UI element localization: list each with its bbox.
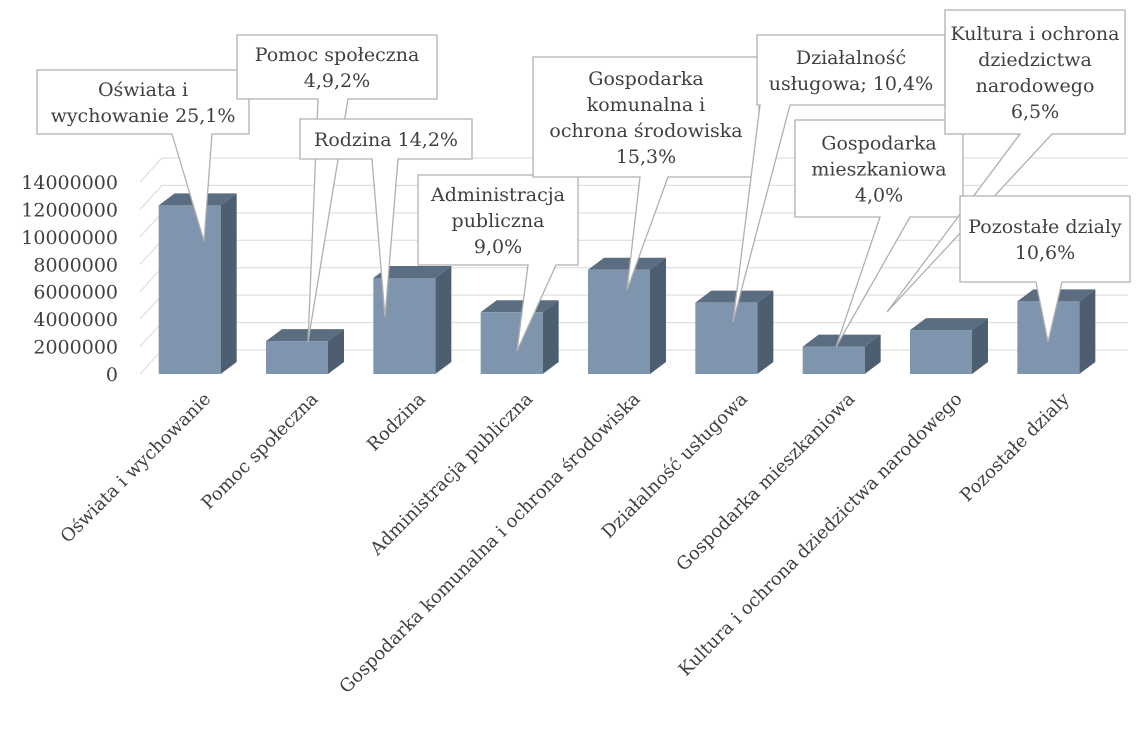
category-label: Oświata i wychowanie — [57, 389, 216, 548]
bar-front — [588, 270, 650, 374]
callout-text: narodowego — [976, 75, 1095, 97]
bar-front — [910, 330, 972, 374]
bar-side — [543, 300, 559, 374]
y-tick-label: 12000000 — [21, 199, 118, 221]
callout-text: Gospodarka — [821, 133, 936, 155]
data-callout: Gospodarka mieszkaniowa 4,0% — [795, 120, 963, 347]
bar-front — [803, 347, 865, 374]
callout-text: Administracja — [430, 184, 565, 206]
callout-text: mieszkaniowa — [811, 159, 946, 181]
callout-text: ochrona środowiska — [549, 120, 742, 142]
bar-front — [481, 312, 543, 374]
callout-text: Kultura i ochrona — [951, 23, 1120, 45]
y-tick-label: 4000000 — [33, 309, 118, 331]
y-tick-label: 6000000 — [33, 282, 118, 304]
y-tick-label: 10000000 — [21, 227, 118, 249]
callout-text: wychowanie 25,1% — [51, 105, 236, 127]
y-tick-label: 0 — [106, 364, 118, 386]
bar-side — [757, 291, 773, 374]
callout-text: Pomoc społeczna — [255, 44, 420, 66]
bar-side — [221, 193, 237, 374]
y-axis-ticks: 0 2000000 4000000 6000000 8000000 10000000 120… — [21, 172, 118, 386]
callout-text: Rodzina 14,2% — [314, 129, 458, 151]
bar-front — [159, 205, 221, 374]
bar-front — [695, 303, 757, 374]
bar — [588, 258, 666, 374]
callout-text: 4,9,2% — [304, 70, 370, 92]
y-tick-label: 8000000 — [33, 254, 118, 276]
callout-text: Pozostałe dzialy — [968, 216, 1122, 238]
callout-text: 6,5% — [1011, 101, 1059, 123]
callout-text: komunalna i — [587, 94, 706, 116]
category-label: Gospodarka mieszkaniowa — [672, 389, 859, 576]
callout-text: usługowa; 10,4% — [769, 73, 933, 95]
callout-text: Działalność — [796, 47, 906, 69]
bar-side — [1079, 289, 1095, 374]
callout-text: publiczna — [452, 210, 545, 232]
bar-side — [650, 258, 666, 374]
bar — [266, 329, 344, 374]
y-tick-label: 2000000 — [33, 337, 118, 359]
bar — [695, 291, 773, 374]
callout-text: dziedzictwa — [978, 49, 1092, 71]
bar-side — [435, 266, 451, 374]
callout-text: 9,0% — [474, 236, 522, 258]
category-label: Pomoc społeczna — [197, 389, 322, 514]
category-label: Pozostałe dzialy — [956, 388, 1074, 506]
callout-text: Gospodarka — [588, 68, 703, 90]
callout-text: 10,6% — [1015, 242, 1075, 264]
y-tick-label: 14000000 — [21, 172, 118, 194]
bar-front — [266, 341, 328, 374]
callout-text: Oświata i — [98, 79, 188, 101]
callout-text: 4,0% — [855, 185, 903, 207]
bar — [910, 318, 988, 374]
bar — [803, 335, 881, 374]
category-label: Rodzina — [363, 389, 430, 456]
callout-text: 15,3% — [616, 146, 676, 168]
